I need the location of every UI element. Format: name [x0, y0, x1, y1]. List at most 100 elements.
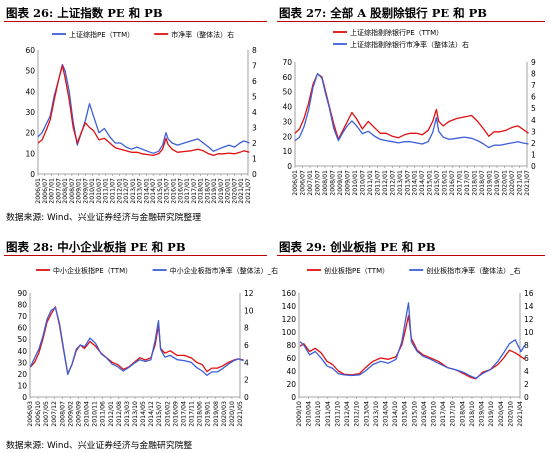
x-tick-label: 2021/07: [245, 178, 252, 204]
left-tick-label: 50: [25, 67, 35, 76]
x-tick-label: 2010/01: [89, 178, 96, 204]
x-tick-label: 2013/07: [404, 170, 411, 196]
x-tick-label: 2021/01: [517, 170, 524, 196]
x-tick-label: 2014/04: [382, 401, 389, 427]
left-tick-label: 70: [282, 58, 292, 67]
x-tick-label: 2019/07: [494, 170, 501, 196]
x-tick-label: 2019/04: [479, 401, 486, 427]
right-tick-label: 10: [524, 328, 534, 337]
x-tick-label: 2014/12: [148, 401, 155, 427]
right-tick-label: 14: [524, 302, 534, 311]
right-tick-label: 0: [244, 393, 249, 402]
x-tick-label: 2019/01: [487, 170, 494, 196]
x-tick-label: 2015/10: [411, 401, 418, 427]
x-tick-label: 2014/10: [392, 401, 399, 427]
left-tick-label: 60: [286, 354, 296, 363]
x-tick-label: 2006/07: [42, 178, 49, 204]
x-tick-label: 2011/07: [374, 170, 381, 196]
x-tick-label: 2014/01: [143, 178, 150, 204]
right-tick-label: 2: [252, 139, 257, 148]
chart-28-title-rule: [4, 255, 267, 256]
legend-label-1: 市净率（整体法）右: [171, 30, 234, 39]
x-tick-label: 2007/01: [307, 170, 314, 196]
right-tick-label: 4: [531, 116, 536, 125]
left-tick-label: 30: [17, 358, 27, 367]
x-tick-label: 2009/07: [344, 170, 351, 196]
x-tick-label: 2016/02: [164, 401, 171, 427]
x-tick-label: 2020/10: [507, 401, 514, 427]
left-tick-label: 20: [286, 380, 296, 389]
x-tick-label: 2014/07: [150, 178, 157, 204]
x-tick-label: 2010/01: [352, 170, 359, 196]
right-tick-label: 1: [252, 155, 257, 164]
series-line-1: [294, 72, 529, 149]
x-tick-label: 2018/01: [472, 170, 479, 196]
legend-label-1: 中小企业板指市净率（整体法）_右: [170, 266, 279, 275]
x-tick-label: 2012/08: [116, 401, 123, 427]
x-tick-label: 2010/07: [96, 178, 103, 204]
x-tick-label: 2021/05: [237, 401, 244, 427]
legend-label-0: 上证综指PE（TTM）: [69, 30, 134, 39]
chart-29: 0 20 40 60 80 100 120 140 160 0 2 4 6 8 10 12 14 16 2009/1…: [282, 266, 534, 427]
source-note-top: 数据来源: Wind、兴业证券经济与金融研究院整理: [6, 213, 202, 223]
left-tick-label: 30: [282, 117, 292, 126]
x-tick-label: 2007/07: [55, 178, 62, 204]
left-tick-label: 50: [17, 335, 27, 344]
x-tick-label: 2013/10: [132, 401, 139, 427]
right-tick-label: 0: [524, 393, 529, 402]
right-tick-label: 3: [252, 124, 257, 133]
x-tick-label: 2017/07: [191, 178, 198, 204]
x-tick-label: 2020/01: [502, 170, 509, 196]
x-tick-label: 2018/04: [459, 401, 466, 427]
left-tick-label: 20: [17, 370, 27, 379]
x-tick-label: 2017/01: [457, 170, 464, 196]
x-tick-label: 2017/10: [450, 401, 457, 427]
x-tick-label: 2010/04: [306, 401, 313, 427]
chart-28: 0 10 20 30 40 50 60 70 80 90 0 2 4 6 8 10 12 2006/03 2006/…: [17, 266, 278, 427]
x-tick-label: 2017/04: [440, 401, 447, 427]
left-tick-label: 40: [282, 103, 292, 112]
x-tick-label: 2019/10: [488, 401, 495, 427]
x-tick-label: 2013/01: [130, 178, 137, 204]
x-tick-label: 2015/07: [156, 401, 163, 427]
series-line-0: [37, 63, 250, 154]
x-tick-label: 2011/06: [100, 401, 107, 427]
x-tick-label: 2006/10: [35, 401, 42, 427]
x-tick-label: 2007/07: [314, 170, 321, 196]
right-tick-label: 16: [524, 289, 534, 298]
x-tick-label: 2019/01: [211, 178, 218, 204]
right-tick-label: 8: [252, 46, 257, 55]
x-tick-label: 2006/07: [299, 170, 306, 196]
bottom-section: 图表 28: 中小企业板指 PE 和 PB 图表 29: 创业板指 PE 和 P…: [0, 233, 550, 453]
x-tick-label: 2017/01: [184, 178, 191, 204]
x-tick-label: 2007/01: [49, 178, 56, 204]
x-tick-label: 2008/07: [329, 170, 336, 196]
right-tick-label: 6: [524, 354, 529, 363]
x-tick-label: 2020/04: [498, 401, 505, 427]
right-tick-label: 0: [252, 170, 257, 179]
x-tick-label: 2018/10: [469, 401, 476, 427]
right-tick-label: 3: [531, 127, 536, 136]
left-tick-label: 40: [17, 347, 27, 356]
x-tick-label: 2016/04: [421, 401, 428, 427]
right-tick-label: 9: [531, 58, 536, 67]
x-tick-label: 2011/01: [103, 178, 110, 204]
x-tick-label: 2009/01: [76, 178, 83, 204]
legend-label-1: 上证综指剔除银行市净率（整体法）右: [350, 40, 469, 49]
x-tick-label: 2016/10: [431, 401, 438, 427]
left-tick-label: 50: [282, 88, 292, 97]
x-tick-label: 2013/10: [373, 401, 380, 427]
left-tick-label: 40: [25, 87, 35, 96]
right-tick-label: 7: [252, 62, 257, 71]
x-tick-label: 2012/07: [389, 170, 396, 196]
x-tick-label: 2020/07: [231, 178, 238, 204]
left-tick-label: 80: [286, 341, 296, 350]
legend-label-0: 中小企业板指PE（TTM）: [53, 266, 132, 275]
left-tick-label: 10: [25, 149, 35, 158]
x-tick-label: 2012/01: [108, 401, 115, 427]
x-tick-label: 2010/10: [315, 401, 322, 427]
x-tick-label: 2008/07: [69, 178, 76, 204]
x-tick-label: 2011/04: [325, 401, 332, 427]
x-tick-label: 2015/04: [402, 401, 409, 427]
x-tick-label: 2010/07: [359, 170, 366, 196]
